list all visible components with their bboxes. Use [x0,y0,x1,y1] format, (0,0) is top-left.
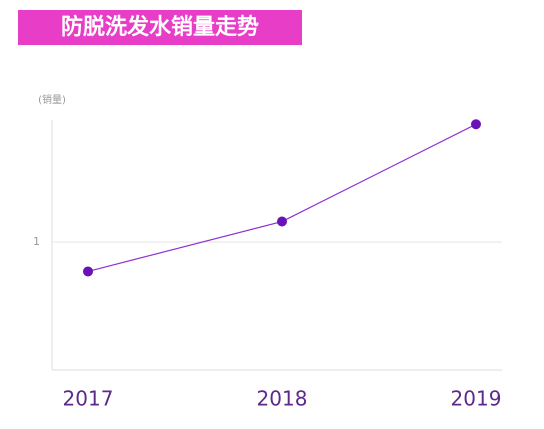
y-axis-label: (销量) [38,93,66,106]
series-line [87,123,477,273]
data-point [471,119,481,130]
x-tick-label: 2019 [451,387,502,411]
y-tick-label: 1 [33,235,40,248]
title-background [18,10,302,45]
x-tick-label: 2017 [63,387,114,411]
chart-title: 防脱洗发水销量走势 [61,14,259,40]
data-point [83,266,93,277]
x-tick-label: 2018 [257,387,308,411]
data-point [277,216,287,227]
